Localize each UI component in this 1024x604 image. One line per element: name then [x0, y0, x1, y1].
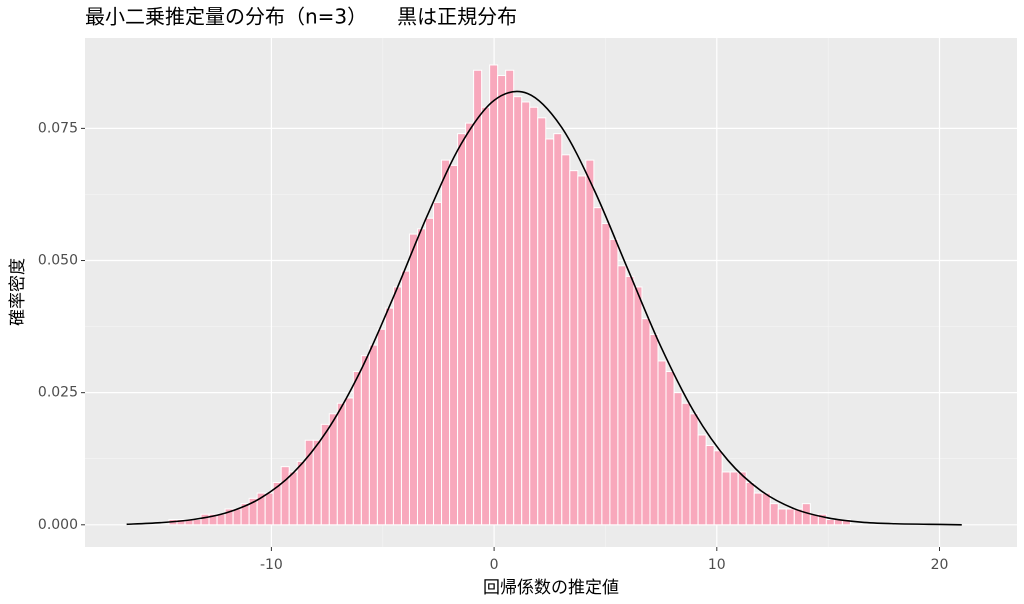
bar — [216, 513, 226, 526]
bar — [296, 460, 306, 526]
bar — [553, 133, 563, 526]
bar — [825, 519, 835, 526]
bar — [641, 318, 651, 526]
bar — [697, 434, 707, 526]
bar — [545, 138, 555, 526]
bar — [681, 402, 691, 526]
bar — [601, 223, 611, 526]
bar — [264, 492, 274, 526]
bar — [769, 503, 779, 526]
bar — [521, 101, 531, 526]
bar — [465, 122, 475, 526]
bar — [561, 154, 571, 526]
x-tick-label: 0 — [490, 557, 499, 573]
x-tick-label: 10 — [708, 557, 726, 573]
bar — [400, 270, 410, 526]
bar — [585, 159, 595, 526]
bar — [721, 471, 731, 526]
bar — [408, 233, 418, 526]
x-tick-label: 20 — [931, 557, 949, 573]
bar — [729, 471, 739, 526]
bar — [232, 508, 242, 526]
bar — [569, 170, 579, 526]
bar — [344, 397, 354, 526]
bar — [649, 334, 659, 526]
bar — [425, 217, 435, 526]
bar — [288, 471, 298, 526]
bar — [689, 413, 699, 526]
bar — [416, 228, 427, 526]
bar — [489, 64, 499, 526]
bar — [433, 201, 443, 526]
bar — [633, 286, 643, 526]
bar — [673, 392, 683, 526]
bar — [529, 106, 539, 526]
bar — [376, 328, 386, 526]
bar — [312, 439, 322, 526]
bar — [505, 69, 515, 526]
y-tick-label: 0.000 — [38, 517, 78, 533]
y-tick-label: 0.050 — [38, 253, 78, 269]
bar — [449, 164, 459, 526]
bar — [473, 69, 483, 526]
bar — [481, 106, 491, 526]
bar — [352, 371, 362, 526]
bar — [368, 344, 378, 526]
bar — [384, 307, 394, 526]
bar — [577, 175, 587, 526]
bar — [713, 450, 723, 526]
bar — [497, 75, 507, 526]
y-axis-label: 確率密度 — [8, 258, 28, 326]
bar — [192, 519, 202, 526]
x-tick-label: -10 — [260, 557, 283, 573]
y-tick-label: 0.075 — [38, 120, 78, 136]
bar — [785, 508, 795, 526]
bar — [753, 492, 763, 526]
bar — [593, 207, 603, 526]
bar — [280, 466, 290, 526]
bar — [304, 439, 314, 526]
bar — [705, 445, 715, 526]
bar — [761, 492, 771, 526]
x-axis-label: 回帰係数の推定値 — [483, 578, 619, 598]
y-tick-label: 0.025 — [38, 385, 78, 401]
normal-curve — [126, 90, 962, 526]
bar — [665, 371, 675, 526]
bar — [625, 275, 635, 526]
bar — [737, 471, 747, 526]
bar — [320, 423, 330, 526]
bar — [537, 117, 547, 526]
bar — [617, 265, 627, 526]
bar — [328, 413, 338, 526]
bar — [200, 513, 210, 526]
bar — [336, 402, 346, 526]
bar — [841, 519, 851, 526]
bar — [777, 508, 787, 526]
bar — [457, 133, 467, 526]
chart-title: 最小二乗推定量の分布（n=3） 黒は正規分布 — [85, 5, 517, 29]
bar — [657, 360, 667, 526]
bar — [360, 355, 370, 526]
bar — [513, 96, 523, 526]
bar — [392, 286, 402, 526]
bar — [745, 482, 755, 526]
bar — [609, 238, 619, 526]
bar — [441, 159, 451, 526]
